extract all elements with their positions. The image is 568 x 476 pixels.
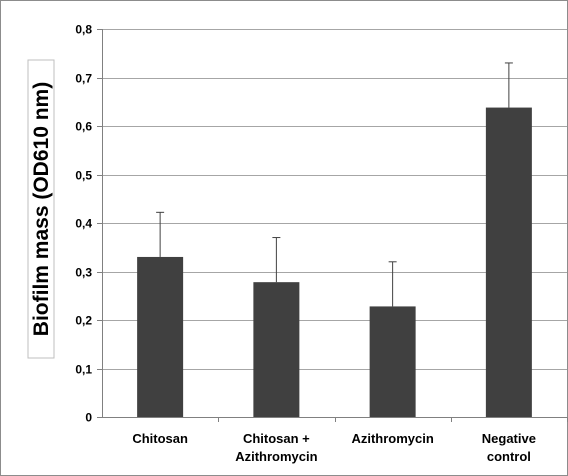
y-tick-label: 0,5 (75, 169, 92, 183)
y-tick-label: 0,8 (75, 23, 92, 37)
x-tick-label: Chitosan + (243, 431, 310, 446)
y-tick-label: 0,7 (75, 72, 92, 86)
bar (137, 256, 184, 417)
y-tick-label: 0,3 (75, 266, 92, 280)
y-tick-label: 0,2 (75, 314, 92, 328)
y-tick-label: 0,6 (75, 120, 92, 134)
y-tick-label: 0,4 (75, 217, 92, 231)
bar (485, 107, 532, 417)
y-tick-label: 0 (85, 411, 92, 425)
y-tick-label: 0,1 (75, 363, 92, 377)
ylabel-box (27, 59, 55, 359)
x-tick-label: Chitosan (132, 431, 188, 446)
x-tick-label: Azithromycin (351, 431, 433, 446)
x-tick-label: control (487, 449, 531, 464)
y-axis-title: Biofilm mass (OD610 nm) (30, 82, 53, 336)
x-tick-label: Negative (482, 431, 536, 446)
bar (369, 306, 416, 417)
bar (253, 282, 300, 417)
x-tick-label: Azithromycin (235, 449, 317, 464)
